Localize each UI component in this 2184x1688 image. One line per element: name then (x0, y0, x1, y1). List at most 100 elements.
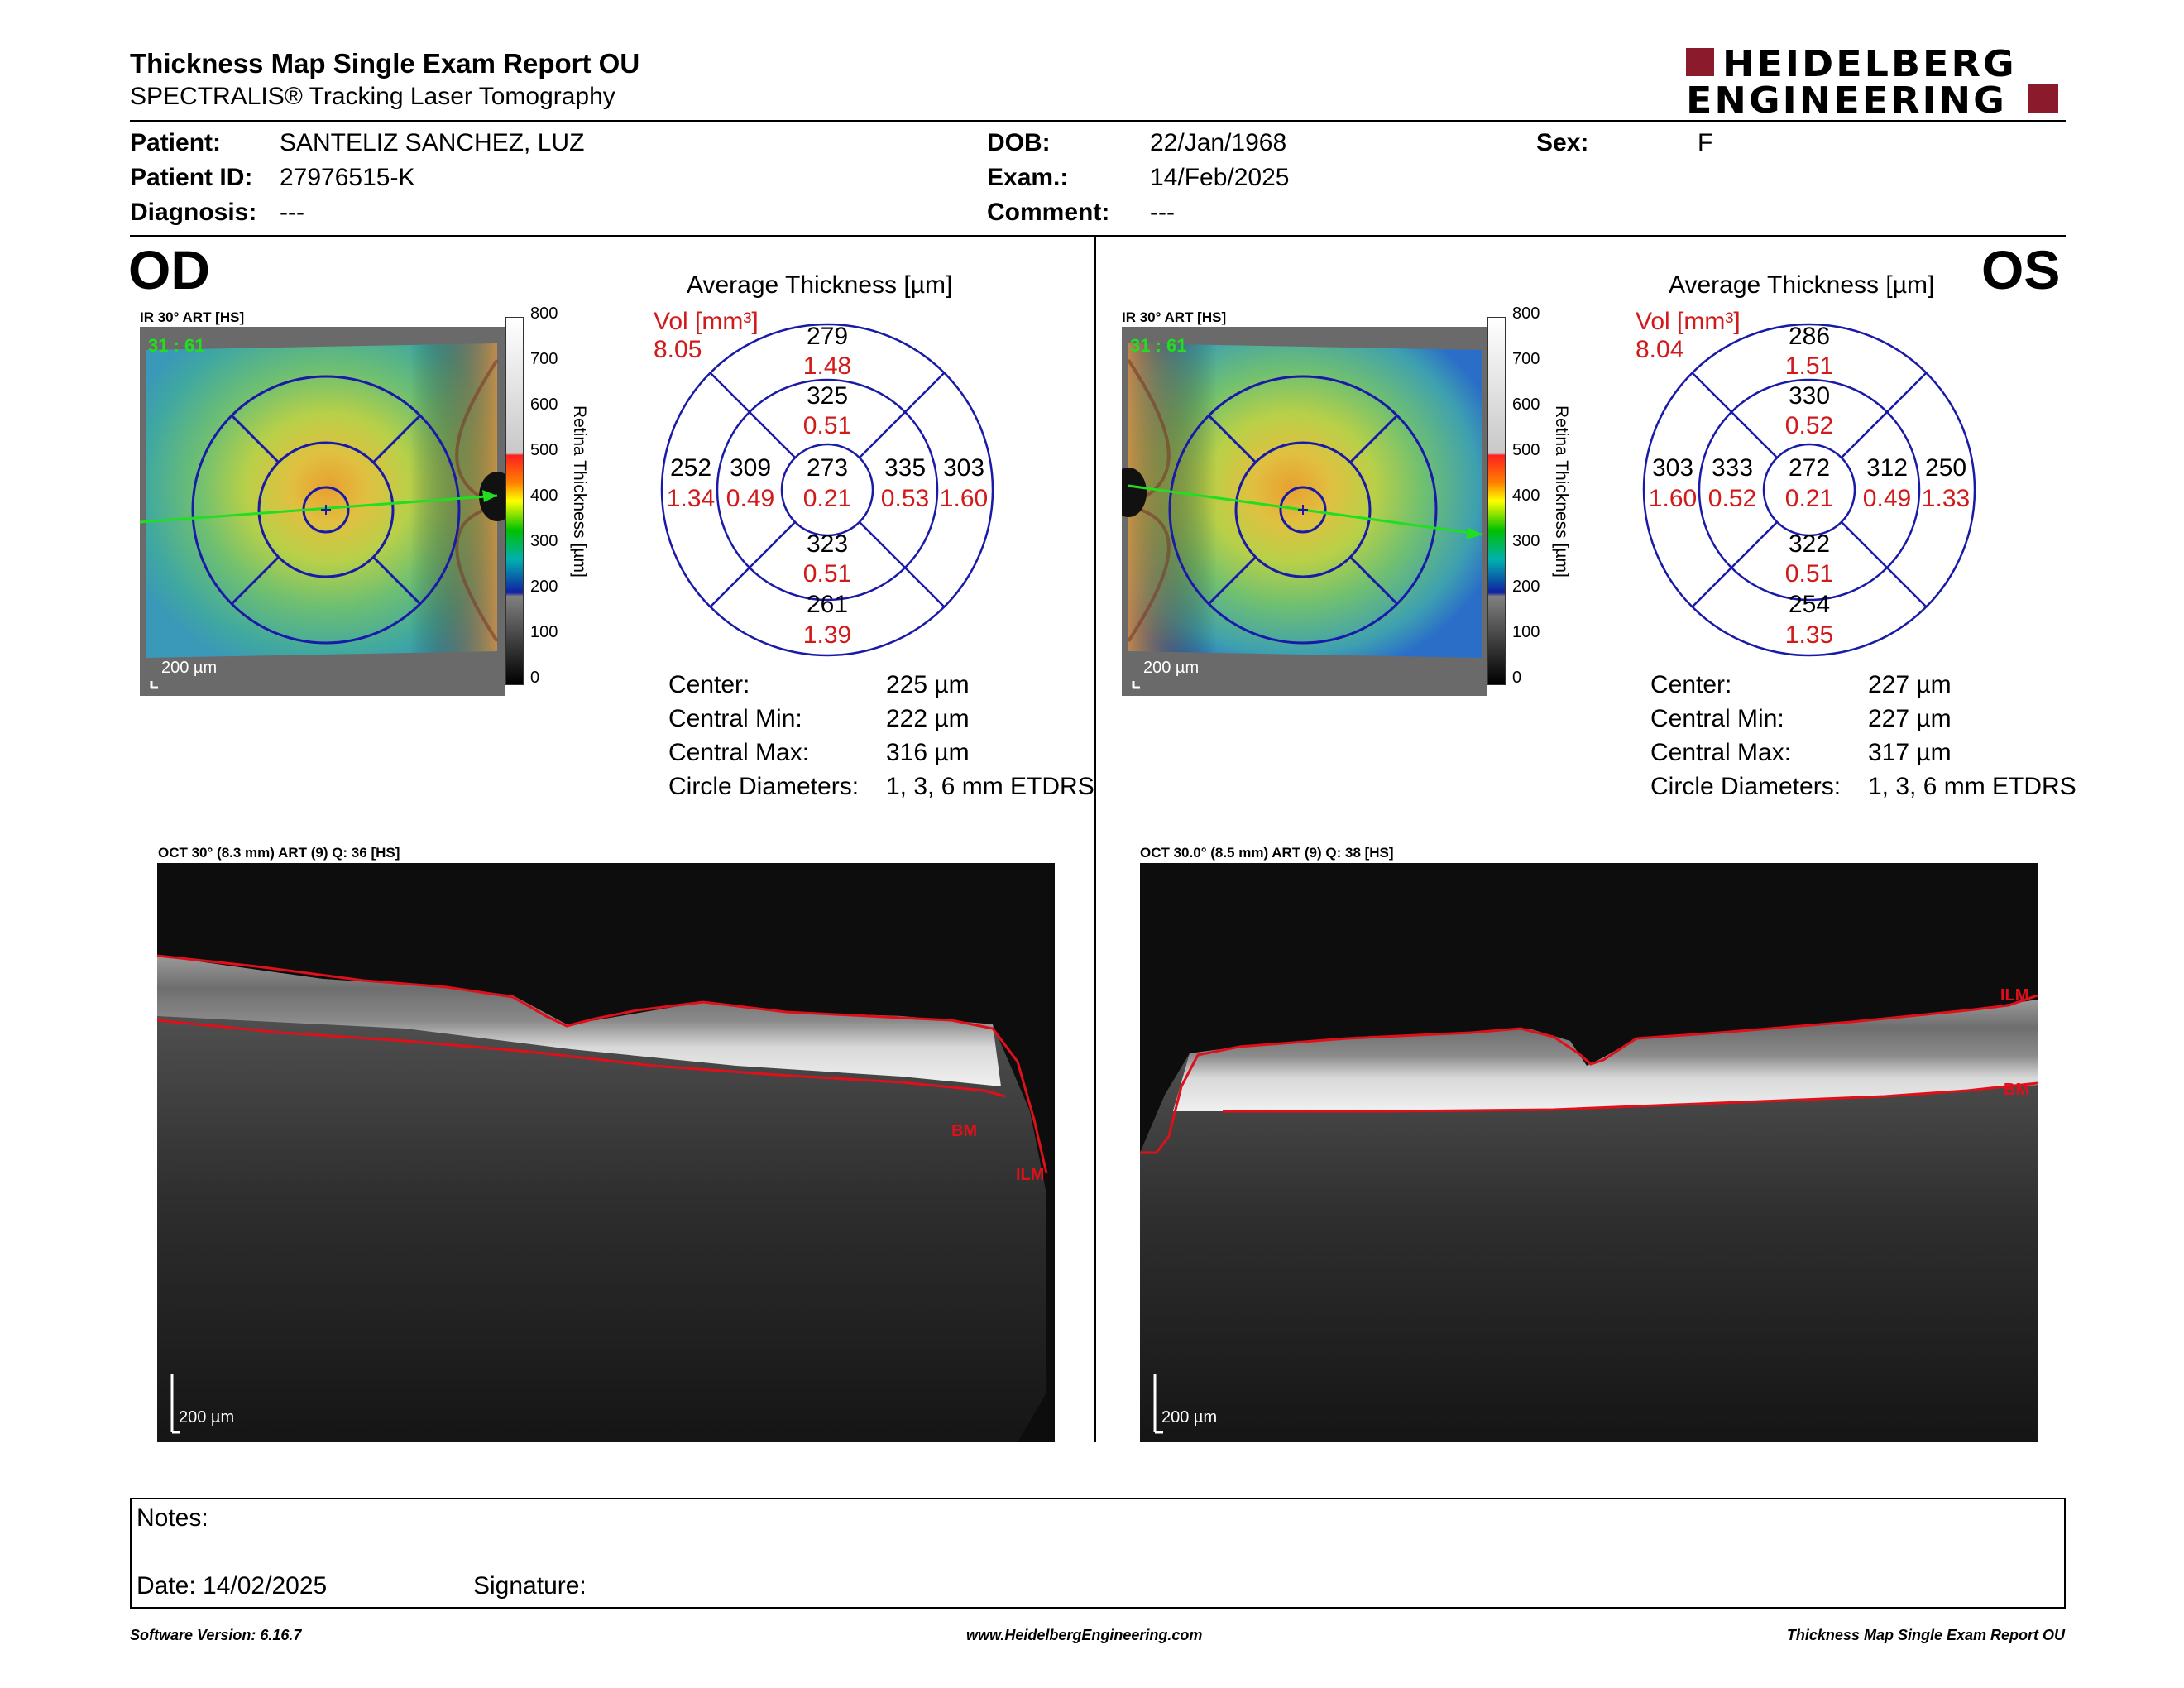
od-vol-label: Vol [mm³] (654, 308, 759, 335)
od-diam-label: Circle Diameters: (668, 773, 860, 800)
os-tick: 400 (1512, 487, 1540, 505)
od-right-inner: 335 (884, 454, 926, 482)
os-right-inner: 312 (1866, 454, 1908, 482)
od-center-vol: 0.21 (803, 485, 851, 512)
os-diam-value: 1, 3, 6 mm ETDRS (1868, 773, 2076, 800)
od-inf-inner: 323 (807, 530, 848, 558)
od-avg-title: Average Thickness [µm] (687, 271, 953, 299)
dob-value: 22/Jan/1968 (1150, 129, 1287, 156)
od-right-inner-vol: 0.53 (881, 485, 929, 512)
report-subtitle: SPECTRALIS® Tracking Laser Tomography (130, 83, 615, 110)
exam-label: Exam.: (987, 164, 1069, 191)
od-eye-label: OD (128, 239, 210, 300)
od-right-outer: 303 (943, 454, 984, 482)
od-colorbar-title: Retina Thickness [µm] (570, 405, 589, 578)
od-oct-caption: OCT 30° (8.3 mm) ART (9) Q: 36 [HS] (158, 845, 400, 861)
notes-date: Date: 14/02/2025 (136, 1572, 328, 1599)
footer-software-version: Software Version: 6.16.7 (130, 1627, 302, 1643)
od-tick: 400 (530, 487, 558, 505)
os-left-inner-vol: 0.52 (1708, 485, 1756, 512)
patient-label: Patient: (130, 129, 222, 156)
os-ir-scale: 200 µm (1143, 659, 1199, 677)
od-oct-scale: 200 µm (179, 1408, 234, 1427)
od-tick: 600 (530, 396, 558, 414)
os-center-value: 227 µm (1868, 671, 1952, 698)
od-ir-caption: IR 30° ART [HS] (140, 309, 245, 325)
os-oct-bscan: ILM BM 200 µm (1140, 863, 2038, 1442)
os-left-outer-vol: 1.60 (1649, 485, 1697, 512)
os-etdrs-grid: 286 1.51 330 0.52 303 1.60 333 0.52 272 … (1642, 323, 1976, 657)
os-colorbar-title: Retina Thickness [µm] (1552, 405, 1571, 578)
od-tick: 100 (530, 623, 558, 641)
os-ir-overlay: 31 : 61 (1130, 335, 1187, 356)
os-oct-scale: 200 µm (1161, 1408, 1217, 1427)
sex-value: F (1698, 129, 1713, 156)
sex-label: Sex: (1536, 129, 1589, 156)
od-sup-inner: 325 (807, 382, 848, 410)
patient-name: SANTELIZ SANCHEZ, LUZ (280, 129, 585, 156)
os-ir-caption: IR 30° ART [HS] (1122, 309, 1227, 325)
os-center-vol: 0.21 (1785, 485, 1833, 512)
od-tick: 500 (530, 441, 558, 459)
od-inf-inner-vol: 0.51 (803, 560, 851, 587)
od-colorbar-ticks: 800 700 600 500 400 300 200 100 0 (530, 305, 563, 693)
os-tick: 800 (1512, 305, 1540, 323)
od-ir-overlay: 31 : 61 (148, 335, 205, 356)
od-left-inner: 309 (730, 454, 771, 482)
os-colorbar-ticks: 800 700 600 500 400 300 200 100 0 (1512, 305, 1545, 693)
od-etdrs-grid: 279 1.48 325 0.51 252 1.34 309 0.49 273 … (660, 323, 994, 657)
os-sup-outer: 286 (1789, 323, 1830, 350)
os-diam-label: Circle Diameters: (1650, 773, 1842, 800)
os-tick: 600 (1512, 396, 1540, 414)
os-tick: 700 (1512, 350, 1540, 368)
os-tick: 0 (1512, 669, 1522, 687)
os-inf-outer-vol: 1.35 (1785, 621, 1833, 649)
os-ilm-label: ILM (2000, 986, 2028, 1005)
dob-label: DOB: (987, 129, 1051, 156)
os-tick: 300 (1512, 532, 1540, 550)
os-left-inner: 333 (1712, 454, 1753, 482)
od-oct-bscan: BM ILM 200 µm (157, 863, 1055, 1442)
os-avg-title: Average Thickness [µm] (1669, 271, 1935, 299)
comment-value: --- (1150, 199, 1175, 226)
heidelberg-logo: HEIDELBERG ENGINEERING (1686, 46, 2067, 122)
od-tick: 800 (530, 305, 558, 323)
od-inf-outer-vol: 1.39 (803, 621, 851, 649)
od-left-outer: 252 (670, 454, 711, 482)
patient-id-label: Patient ID: (130, 164, 253, 191)
logo-line2: ENGINEERING (1686, 79, 2007, 122)
os-vol-value: 8.04 (1636, 336, 1684, 363)
diagnosis-value: --- (280, 199, 304, 226)
os-inf-outer: 254 (1789, 591, 1830, 618)
os-max-label: Central Max: (1650, 739, 1792, 766)
od-min-value: 222 µm (886, 705, 970, 732)
os-min-label: Central Min: (1650, 705, 1784, 732)
od-left-inner-vol: 0.49 (726, 485, 774, 512)
od-vol-value: 8.05 (654, 336, 702, 363)
os-inf-inner: 322 (1789, 530, 1830, 558)
od-max-value: 316 µm (886, 739, 970, 766)
od-sup-inner-vol: 0.51 (803, 412, 851, 439)
os-center: 272 (1789, 454, 1830, 482)
os-right-outer: 250 (1925, 454, 1966, 482)
od-bm-label: BM (951, 1122, 977, 1140)
od-diam-value: 1, 3, 6 mm ETDRS (886, 773, 1094, 800)
os-fundus-thickness-map: 31 : 61 200 µm (1122, 327, 1487, 696)
od-colorbar (505, 317, 524, 685)
comment-label: Comment: (987, 199, 1110, 226)
od-sup-outer-vol: 1.48 (803, 352, 851, 380)
os-sup-outer-vol: 1.51 (1785, 352, 1833, 380)
od-sup-outer: 279 (807, 323, 848, 350)
os-center-label: Center: (1650, 671, 1732, 698)
notes-box[interactable]: Notes: Date: 14/02/2025 Signature: (130, 1498, 2066, 1609)
od-fundus-thickness-map: 31 : 61 200 µm (140, 327, 505, 696)
od-ilm-label: ILM (1016, 1166, 1044, 1184)
os-vol-label: Vol [mm³] (1636, 308, 1741, 335)
od-center-label: Center: (668, 671, 750, 698)
os-eye-label: OS (1981, 239, 2061, 300)
od-min-label: Central Min: (668, 705, 802, 732)
footer-report-name: Thickness Map Single Exam Report OU (1786, 1627, 2065, 1643)
footer-website[interactable]: www.HeidelbergEngineering.com (966, 1627, 1203, 1643)
os-sup-inner: 330 (1789, 382, 1830, 410)
os-right-inner-vol: 0.49 (1863, 485, 1911, 512)
